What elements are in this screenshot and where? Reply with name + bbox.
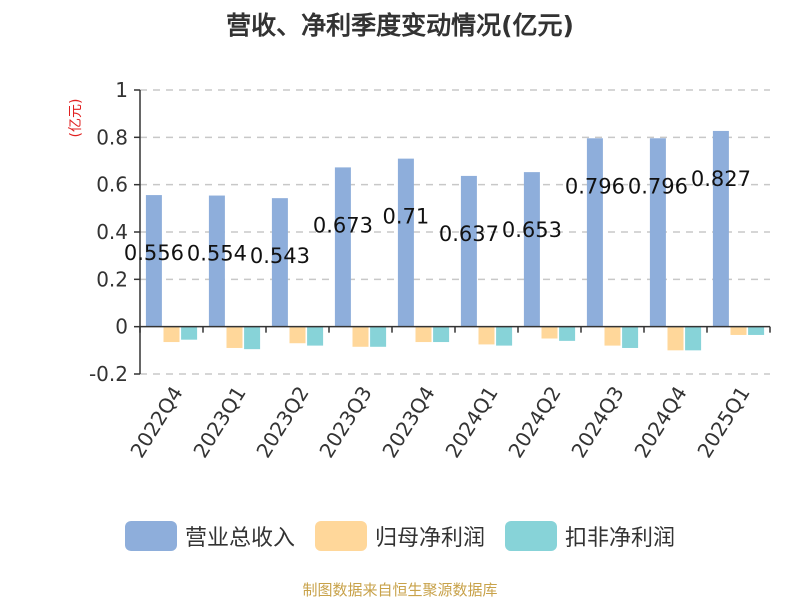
legend-swatch-revenue [124, 521, 177, 551]
bar [181, 326, 198, 340]
data-label: 0.796 [565, 174, 625, 198]
x-tick-label: 2023Q4 [377, 382, 439, 462]
bar [307, 326, 324, 346]
bar [244, 326, 261, 350]
bar [523, 172, 540, 327]
data-label: 0.554 [187, 242, 247, 266]
legend-item-deducted-net-profit[interactable]: 扣非净利润 [505, 520, 675, 552]
bar [496, 326, 513, 346]
x-tick-label: 2024Q1 [440, 382, 502, 462]
bar [730, 326, 747, 335]
bar [559, 326, 576, 341]
bar [163, 326, 180, 343]
x-tick-label: 2024Q3 [566, 382, 628, 462]
bar [604, 326, 621, 346]
y-tick-label: 1 [115, 78, 128, 102]
bar [208, 195, 225, 327]
bar [622, 326, 639, 348]
x-tick-label: 2023Q3 [314, 382, 376, 462]
legend-swatch-deducted-net-profit [505, 521, 557, 551]
bar [289, 326, 306, 344]
bar [460, 175, 477, 327]
bar [415, 326, 432, 343]
x-tick-label: 2025Q1 [692, 382, 754, 462]
y-tick-label: -0.2 [89, 362, 128, 386]
bar [145, 195, 162, 327]
data-label: 0.796 [628, 174, 688, 198]
legend-swatch-net-profit [314, 521, 367, 551]
legend-label-net-profit: 归母净利润 [374, 526, 485, 551]
y-tick-label: 0.6 [96, 173, 128, 197]
chart-title: 营收、净利季度变动情况(亿元) [226, 11, 574, 40]
bar [271, 198, 288, 327]
bar [478, 326, 495, 345]
legend: 营业总收入 归母净利润 扣非净利润 [0, 518, 800, 554]
data-label: 0.637 [439, 222, 499, 246]
bar [586, 138, 603, 327]
bar [748, 326, 765, 335]
y-tick-label: 0.2 [96, 267, 128, 291]
y-tick-label: 0.8 [96, 125, 128, 149]
x-tick-label: 2024Q4 [629, 382, 691, 462]
data-label: 0.556 [124, 241, 184, 265]
y-tick-label: 0 [115, 315, 128, 339]
data-label: 0.543 [250, 244, 310, 268]
bar [352, 326, 369, 347]
y-axis-label: (亿元) [68, 99, 84, 138]
x-tick-label: 2024Q2 [503, 382, 565, 462]
data-label: 0.827 [691, 167, 751, 191]
data-label: 0.673 [313, 213, 373, 237]
legend-item-net-profit[interactable]: 归母净利润 [314, 520, 485, 552]
x-tick-label: 2022Q4 [125, 382, 187, 462]
legend-label-revenue: 营业总收入 [184, 526, 295, 551]
legend-item-revenue[interactable]: 营业总收入 [124, 520, 295, 552]
bar [685, 326, 702, 351]
data-label: 0.653 [502, 218, 562, 242]
bar [712, 130, 729, 327]
bar [397, 158, 414, 327]
data-label: 0.71 [383, 205, 430, 229]
gridlines [140, 89, 770, 375]
bars [145, 130, 765, 351]
x-tick-label: 2023Q1 [188, 382, 250, 462]
x-tick-label: 2023Q2 [251, 382, 313, 462]
bar [370, 326, 387, 347]
bar [649, 138, 666, 327]
bar [334, 167, 351, 327]
bar [667, 326, 684, 351]
bar [433, 326, 450, 343]
y-tick-label: 0.4 [96, 220, 128, 244]
bar [541, 326, 558, 339]
bar [226, 326, 243, 348]
legend-label-deducted-net-profit: 扣非净利润 [565, 526, 676, 551]
data-source-note: 制图数据来自恒生聚源数据库 [302, 581, 498, 599]
